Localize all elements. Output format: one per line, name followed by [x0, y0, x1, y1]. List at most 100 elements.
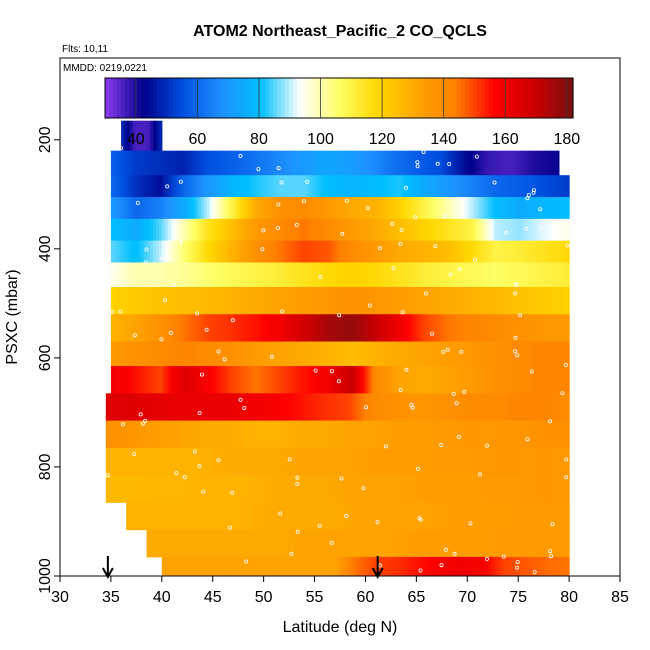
- heatmap-cell: [488, 366, 492, 394]
- heatmap-cell: [248, 197, 253, 220]
- heatmap-cell: [287, 240, 292, 263]
- heatmap-cell: [129, 502, 133, 531]
- heatmap-cell: [287, 175, 292, 198]
- heatmap-cell: [482, 529, 486, 558]
- heatmap-cell: [335, 502, 340, 531]
- heatmap-cell: [455, 502, 459, 531]
- heatmap-cell: [515, 287, 519, 315]
- heatmap-cell: [418, 475, 423, 503]
- heatmap-cell: [323, 366, 328, 394]
- heatmap-cell: [203, 218, 208, 242]
- heatmap-cell: [397, 420, 402, 449]
- heatmap-cell: [126, 502, 130, 531]
- heatmap-cell: [143, 240, 148, 263]
- heatmap-cell: [392, 366, 396, 394]
- heatmap-cell: [296, 366, 301, 394]
- marker-arrow-head: [101, 567, 114, 580]
- sample-point: [275, 226, 280, 231]
- heatmap-cell: [242, 262, 247, 288]
- heatmap-cell: [307, 393, 311, 422]
- heatmap-cell: [267, 150, 271, 176]
- heatmap-cell: [494, 287, 498, 315]
- heatmap-cell: [497, 218, 501, 242]
- heatmap-cell: [119, 366, 124, 394]
- heatmap-cell: [212, 529, 217, 558]
- heatmap-cell: [548, 475, 552, 503]
- heatmap-cell: [194, 314, 199, 343]
- heatmap-cell: [493, 393, 498, 422]
- heatmap-cell: [333, 150, 338, 176]
- heatmap-cell: [473, 287, 477, 315]
- heatmap-cell: [431, 341, 435, 367]
- heatmap-cell: [446, 314, 450, 343]
- heatmap-cell: [269, 314, 274, 343]
- heatmap-cell: [113, 218, 118, 242]
- heatmap-cell: [226, 447, 230, 476]
- heatmap-cell: [230, 556, 235, 577]
- heatmap-cell: [221, 262, 226, 288]
- heatmap-cell: [165, 502, 169, 531]
- heatmap-cell: [247, 393, 251, 422]
- heatmap-cell: [278, 218, 283, 242]
- heatmap-cell: [408, 150, 413, 176]
- heatmap-cell: [282, 150, 286, 176]
- heatmap-cell: [263, 218, 268, 242]
- heatmap-cell: [329, 502, 334, 531]
- heatmap-cell: [430, 447, 435, 476]
- heatmap-cell: [275, 240, 280, 263]
- heatmap-cell: [272, 175, 277, 198]
- heatmap-cell: [473, 218, 477, 242]
- heatmap-cell: [536, 175, 540, 198]
- heatmap-cell: [398, 529, 402, 558]
- heatmap-cell: [491, 314, 495, 343]
- heatmap-cell: [374, 556, 379, 577]
- heatmap-cell: [289, 393, 293, 422]
- heatmap-cell: [456, 150, 461, 176]
- heatmap-cell: [205, 475, 209, 503]
- heatmap-cell: [389, 197, 393, 220]
- heatmap-cell: [365, 175, 370, 198]
- heatmap-cell: [374, 502, 379, 531]
- heatmap-cell: [260, 218, 265, 242]
- heatmap-cell: [509, 529, 513, 558]
- heatmap-cell: [260, 341, 265, 367]
- heatmap-cell: [515, 556, 519, 577]
- heatmap-cell: [353, 314, 358, 343]
- heatmap-cell: [329, 240, 334, 263]
- heatmap-cell: [286, 420, 290, 449]
- sample-point: [531, 190, 536, 195]
- heatmap-cell: [302, 502, 307, 531]
- heatmap-cell: [232, 447, 236, 476]
- heatmap-cell: [262, 447, 266, 476]
- colorbar-swatch: [293, 78, 298, 118]
- heatmap-cell: [116, 262, 121, 288]
- heatmap-cell: [386, 529, 390, 558]
- heatmap-cell: [176, 175, 181, 198]
- heatmap-cell: [215, 556, 220, 577]
- heatmap-cell: [174, 502, 178, 531]
- heatmap-cell: [189, 502, 193, 531]
- heatmap-cell: [248, 556, 253, 577]
- heatmap-cell: [533, 366, 537, 394]
- colorbar-swatch: [273, 78, 278, 118]
- heatmap-cell: [165, 393, 170, 422]
- sample-point: [451, 391, 456, 396]
- heatmap-cell: [410, 240, 414, 263]
- heatmap-cell: [146, 314, 151, 343]
- heatmap-cell: [266, 287, 271, 315]
- heatmap-cell: [173, 556, 178, 577]
- heatmap-cell: [217, 420, 221, 449]
- colorbar-tick-label: 80: [250, 131, 268, 148]
- heatmap-cell: [305, 197, 310, 220]
- heatmap-cell: [485, 314, 489, 343]
- heatmap-cell: [311, 529, 315, 558]
- heatmap-cell: [347, 502, 352, 531]
- heatmap-cell: [266, 529, 271, 558]
- heatmap-cell: [503, 287, 507, 315]
- sample-point: [204, 327, 209, 332]
- x-tick-label: 40: [153, 589, 171, 606]
- heatmap-cell: [209, 556, 214, 577]
- heatmap-cell: [323, 502, 328, 531]
- heatmap-cell: [536, 475, 540, 503]
- heatmap-cell: [241, 475, 245, 503]
